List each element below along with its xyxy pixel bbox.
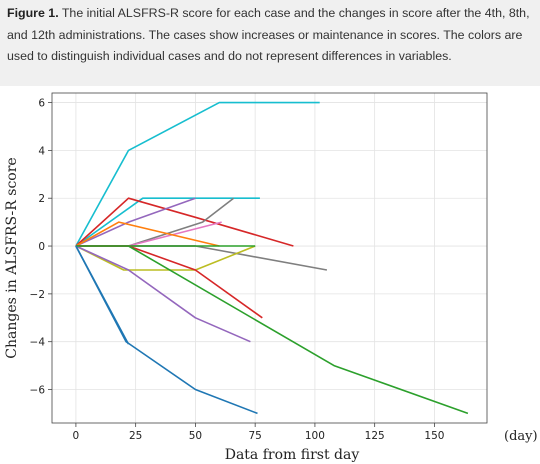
x-tick-label: 150 bbox=[424, 430, 444, 442]
series-line-13 bbox=[75, 245, 251, 343]
series-line-4 bbox=[75, 197, 196, 247]
y-tick-label: 4 bbox=[38, 145, 45, 157]
tick-labels: 0 25 50 75 100 125 150 −6 −4 −2 0 2 4 6 bbox=[30, 98, 445, 442]
series-line-1 bbox=[75, 101, 320, 247]
x-tick-label: 100 bbox=[305, 430, 325, 442]
x-tick-label: 50 bbox=[189, 430, 202, 442]
y-tick-label: −4 bbox=[30, 337, 46, 349]
series-line-7 bbox=[75, 221, 220, 247]
x-tick-label: 25 bbox=[129, 430, 142, 442]
y-axis-label: Changes in ALSFRS-R score bbox=[4, 157, 20, 358]
series-line-15 bbox=[75, 245, 258, 415]
series-line-10 bbox=[75, 245, 256, 271]
y-tick-label: 2 bbox=[38, 193, 45, 205]
figure: 0 25 50 75 100 125 150 −6 −4 −2 0 2 4 6 Changes in AL… bbox=[0, 86, 540, 464]
figure-caption: Figure 1. The initial ALSFRS-R score for… bbox=[0, 0, 540, 86]
series-group bbox=[75, 101, 469, 415]
grid bbox=[52, 93, 487, 423]
x-tick-label: 0 bbox=[73, 430, 80, 442]
series-line-14 bbox=[75, 245, 469, 415]
series-line-9 bbox=[75, 245, 328, 271]
series-line-16 bbox=[75, 245, 130, 345]
y-tick-label: 0 bbox=[38, 241, 45, 253]
x-tick-label: 125 bbox=[365, 430, 385, 442]
series-line-3 bbox=[75, 197, 294, 247]
x-tick-label: 75 bbox=[248, 430, 261, 442]
series-line-2 bbox=[75, 197, 260, 247]
line-chart: 0 25 50 75 100 125 150 −6 −4 −2 0 2 4 6 Changes in AL… bbox=[4, 92, 538, 463]
x-axis-unit: (day) bbox=[504, 429, 538, 444]
y-tick-label: 6 bbox=[38, 98, 45, 110]
plot-frame bbox=[51, 92, 488, 424]
y-tick-label: −6 bbox=[30, 385, 46, 397]
x-axis-label: Data from first day bbox=[225, 447, 360, 463]
caption-text: The initial ALSFRS-R score for each case… bbox=[7, 6, 530, 64]
caption-label: Figure 1. bbox=[7, 6, 59, 20]
y-tick-label: −2 bbox=[30, 289, 45, 301]
